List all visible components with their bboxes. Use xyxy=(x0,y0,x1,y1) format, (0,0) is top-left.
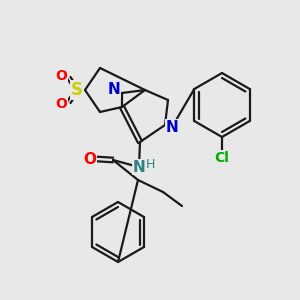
Text: O: O xyxy=(55,69,67,83)
Text: N: N xyxy=(108,82,120,98)
Text: O: O xyxy=(55,97,67,111)
Text: S: S xyxy=(71,81,83,99)
Text: O: O xyxy=(83,152,97,166)
Text: Cl: Cl xyxy=(214,151,230,165)
Text: H: H xyxy=(145,158,155,170)
Text: N: N xyxy=(133,160,146,175)
Text: N: N xyxy=(166,119,178,134)
